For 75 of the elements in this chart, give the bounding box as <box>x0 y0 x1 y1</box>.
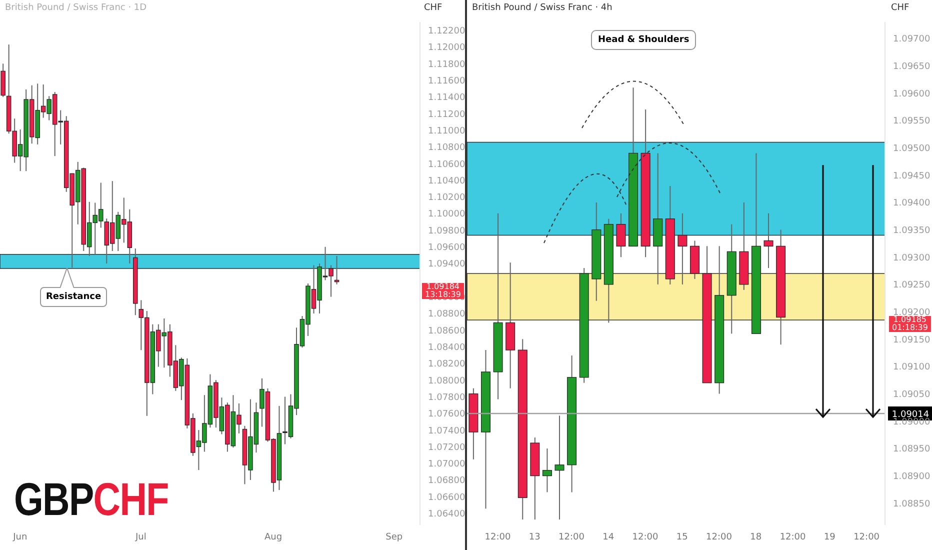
y-tick-label: 1.09500 <box>893 144 930 154</box>
y-tick-label: 1.09250 <box>893 280 930 291</box>
y-tick-label: 1.09650 <box>893 62 930 72</box>
y-tick-label: 1.07600 <box>428 410 466 420</box>
annotation: Resistance <box>40 287 108 307</box>
y-tick-label: 1.11800 <box>428 60 466 70</box>
y-tick-label: 1.07400 <box>428 426 466 436</box>
y-tick-label: 1.09050 <box>893 390 930 400</box>
y-tick-label: 1.07200 <box>428 442 466 453</box>
candlestick <box>678 212 688 285</box>
y-tick-label: 1.07000 <box>428 460 466 470</box>
y-tick-label: 1.09400 <box>428 260 466 270</box>
y-tick-label: 1.09100 <box>893 362 930 373</box>
candlestick <box>616 212 626 258</box>
y-tick-label: 1.08400 <box>428 342 466 353</box>
y-tick-label: 1.09150 <box>893 335 930 346</box>
y-tick-label: 1.08000 <box>428 376 466 386</box>
x-tick-label: Jul <box>134 532 146 542</box>
y-tick-label: 1.10600 <box>428 160 466 170</box>
y-tick-label: 1.09300 <box>893 253 930 264</box>
x-tick-label: 15 <box>676 532 688 542</box>
y-tick-label: 1.08900 <box>893 472 930 482</box>
y-tick-label: 1.06800 <box>428 476 466 486</box>
annotation: Head & Shoulders <box>591 30 696 50</box>
x-tick-label: 12:00 <box>854 532 880 542</box>
candlestick <box>764 212 774 269</box>
y-tick-label: 1.08950 <box>893 444 930 455</box>
chart-title: British Pound / Swiss Franc · 4h <box>472 3 612 13</box>
text: 01:18:39 <box>892 323 928 332</box>
y-tick-label: 1.09800 <box>428 226 466 236</box>
y-tick-label: 1.09550 <box>893 116 930 127</box>
y-tick-label: 1.09350 <box>893 226 930 236</box>
y-tick-label: 1.09450 <box>893 171 930 182</box>
x-tick-label: Aug <box>264 532 282 542</box>
y-tick-label: 1.11600 <box>428 76 466 86</box>
x-tick-label: 12:00 <box>484 532 511 542</box>
y-tick-label: 1.09000 <box>893 417 930 428</box>
y-tick-label: 1.08850 <box>893 499 930 510</box>
y-tick-label: 1.10000 <box>428 210 466 220</box>
y-tick-label: 1.10400 <box>428 176 466 186</box>
y-tick-label: 1.10200 <box>428 193 466 204</box>
y-tick-label: 1.10800 <box>428 143 466 154</box>
y-tick-label: 1.07800 <box>428 392 466 403</box>
y-tick-label: 1.09400 <box>893 198 930 209</box>
x-tick-label: 19 <box>824 532 836 542</box>
y-tick-label: 1.11400 <box>428 93 466 104</box>
y-tick-label: 1.08600 <box>428 326 466 336</box>
x-tick-label: 13 <box>528 532 540 542</box>
x-tick-label: Sep <box>386 532 403 542</box>
text: 1.09184 <box>426 282 460 291</box>
text: 1.09185 <box>893 315 927 324</box>
y-tick-label: 1.09600 <box>893 89 930 100</box>
y-tick-label: 1.06600 <box>428 492 466 503</box>
candlestick <box>554 415 564 520</box>
y-tick-label: 1.11200 <box>428 110 466 120</box>
candlestick <box>542 448 552 493</box>
y-tick-label: 1.08800 <box>428 310 466 320</box>
y-tick-label: 1.12000 <box>428 43 466 54</box>
chart-title: British Pound / Swiss Franc · 1D <box>5 3 147 13</box>
y-axis-title: CHF <box>891 3 910 13</box>
x-tick-label: 12:00 <box>780 532 806 542</box>
y-tick-label: 1.06400 <box>428 510 466 520</box>
annotation: GBPCHF <box>14 473 168 525</box>
y-tick-label: 1.09600 <box>428 243 466 254</box>
x-tick-label: Jun <box>12 532 28 542</box>
x-tick-label: 12:00 <box>632 532 659 542</box>
x-tick-label: 18 <box>750 532 762 542</box>
x-tick-label: 12:00 <box>558 532 585 542</box>
x-tick-label: 12:00 <box>706 532 732 542</box>
y-tick-label: 1.09700 <box>893 34 930 45</box>
y-tick-label: 1.12200 <box>428 26 466 37</box>
y-axis-title: CHF <box>424 3 442 13</box>
x-tick-label: 14 <box>602 532 614 542</box>
y-tick-label: 1.08200 <box>428 360 466 370</box>
y-tick-label: 1.11000 <box>428 126 466 136</box>
